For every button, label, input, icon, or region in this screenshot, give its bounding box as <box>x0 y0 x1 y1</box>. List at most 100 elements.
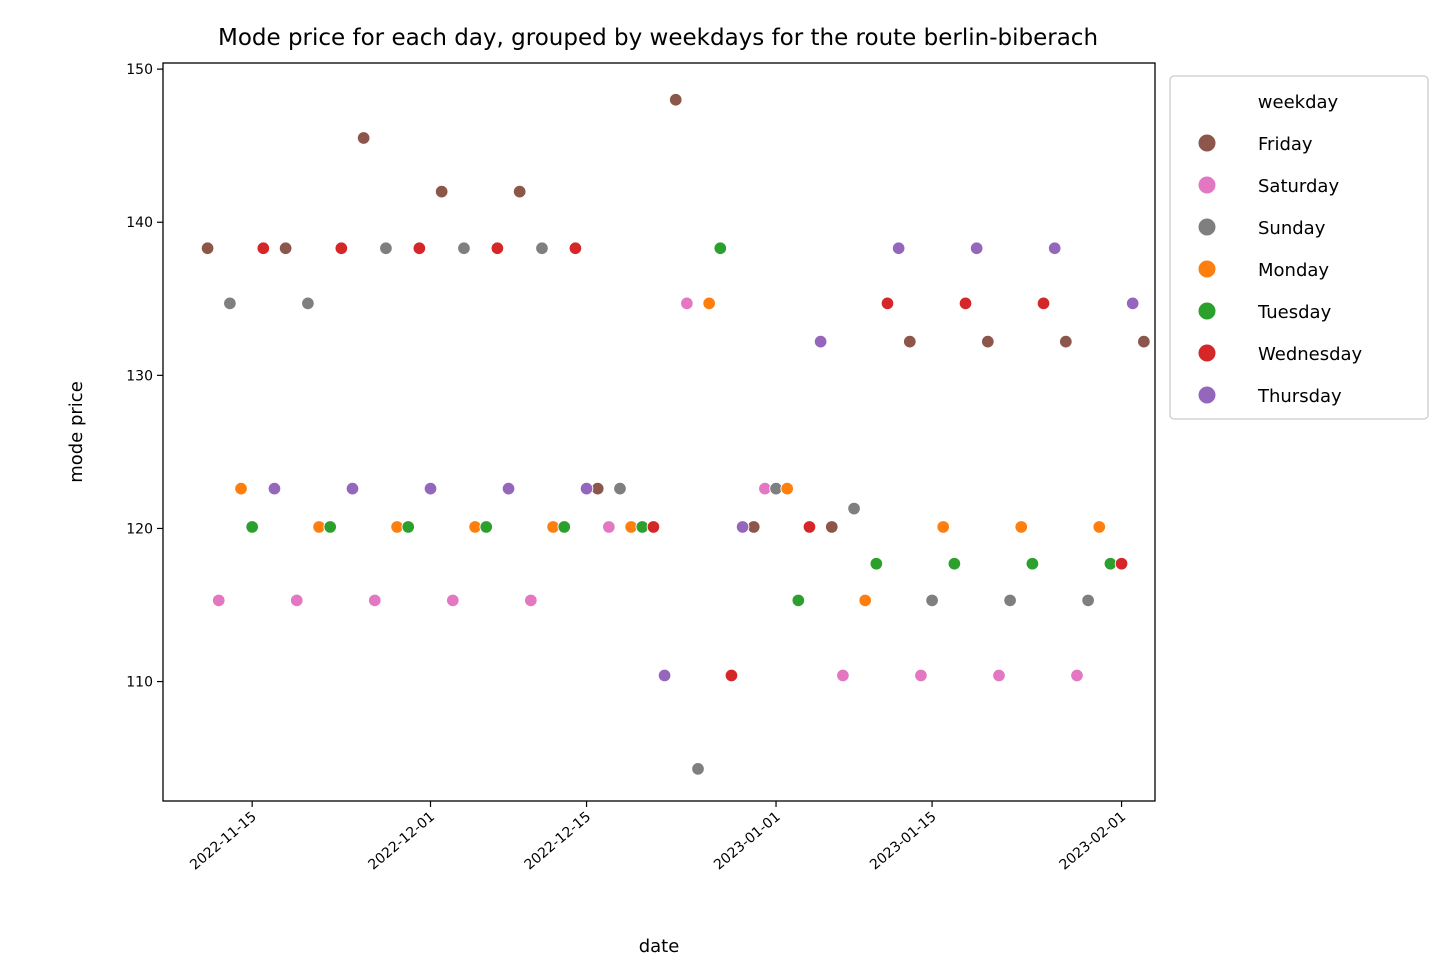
data-point-saturday <box>368 593 382 608</box>
data-point-thursday <box>579 481 594 496</box>
data-point-thursday <box>1047 241 1062 256</box>
data-point-saturday <box>524 593 538 608</box>
data-point-wednesday <box>412 241 427 256</box>
data-point-thursday <box>813 334 828 349</box>
data-point-friday <box>278 241 293 256</box>
data-point-wednesday <box>1036 296 1051 311</box>
legend-marker-sunday <box>1197 217 1217 237</box>
x-tick-label: 2023-01-01 <box>711 809 784 874</box>
data-point-sunday <box>457 241 471 256</box>
legend-title: weekday <box>1258 92 1339 113</box>
legend-marker-friday <box>1197 133 1217 153</box>
data-point-wednesday <box>568 241 583 256</box>
data-point-monday <box>234 481 248 496</box>
legend: weekday Friday Saturday Sunday Monday Tuesda… <box>1169 75 1429 420</box>
data-point-friday <box>200 241 215 256</box>
data-point-wednesday <box>646 520 661 534</box>
data-point-saturday <box>914 668 928 683</box>
data-point-thursday <box>969 241 984 256</box>
legend-label-friday: Friday <box>1258 134 1313 155</box>
data-point-monday <box>780 481 794 496</box>
data-point-thursday <box>501 481 516 496</box>
data-point-tuesday <box>479 520 493 534</box>
data-point-saturday <box>992 668 1006 683</box>
legend-marker-wednesday <box>1197 343 1217 363</box>
data-point-wednesday <box>334 241 349 256</box>
x-tick-label: 2023-02-01 <box>1057 809 1130 874</box>
data-point-sunday <box>1003 593 1017 608</box>
y-tick-label: 150 <box>126 62 153 78</box>
data-point-saturday <box>836 668 850 683</box>
data-point-friday <box>903 334 917 349</box>
data-point-thursday <box>423 481 438 496</box>
plot-frame <box>162 62 1156 802</box>
y-axis-label: mode price <box>66 381 87 483</box>
data-point-tuesday <box>323 520 337 534</box>
data-point-saturday <box>211 593 226 608</box>
data-point-monday <box>936 520 950 534</box>
data-point-tuesday <box>557 520 572 534</box>
legend-box <box>1169 75 1429 420</box>
data-point-monday <box>1092 520 1107 534</box>
legend-marker-saturday <box>1197 175 1217 195</box>
data-point-friday <box>981 334 995 349</box>
data-point-tuesday <box>1025 556 1040 571</box>
y-tick-label: 130 <box>126 368 153 384</box>
data-point-monday <box>1014 520 1029 534</box>
x-tick-label: 2022-12-15 <box>522 809 595 874</box>
data-point-sunday <box>613 481 627 496</box>
data-point-friday <box>434 184 449 199</box>
legend-marker-thursday <box>1197 385 1217 405</box>
data-point-tuesday <box>245 520 259 534</box>
data-point-sunday <box>847 501 861 516</box>
data-point-saturday <box>446 593 460 608</box>
legend-label-wednesday: Wednesday <box>1258 344 1363 365</box>
x-tick-label: 2023-01-15 <box>867 809 940 874</box>
chart-title: Mode price for each day, grouped by week… <box>218 25 1098 51</box>
x-axis: 2022-11-15 2022-12-01 2022-12-15 2023-01-01… <box>187 801 1129 873</box>
data-point-saturday <box>290 593 304 608</box>
data-point-tuesday <box>401 520 415 534</box>
data-point-monday <box>858 593 872 608</box>
x-tick-label: 2022-11-15 <box>187 809 260 874</box>
data-point-tuesday <box>947 556 962 571</box>
data-point-friday <box>1059 334 1073 349</box>
data-point-thursday <box>735 520 750 534</box>
data-point-friday <box>668 92 683 107</box>
data-point-wednesday <box>256 241 271 256</box>
legend-label-tuesday: Tuesday <box>1257 302 1332 323</box>
legend-marker-monday <box>1197 259 1217 279</box>
y-tick-label: 120 <box>126 521 153 537</box>
data-point-saturday <box>602 520 616 534</box>
data-point-wednesday <box>724 668 739 683</box>
legend-label-thursday: Thursday <box>1257 386 1342 407</box>
data-point-thursday <box>657 668 672 683</box>
y-axis: 110 120 130 140 150 <box>126 62 163 691</box>
data-point-thursday <box>267 481 282 496</box>
data-point-thursday <box>1125 296 1140 311</box>
data-point-friday <box>1137 334 1151 349</box>
data-point-tuesday <box>713 241 728 256</box>
data-point-tuesday <box>791 593 806 608</box>
data-point-friday <box>356 131 371 145</box>
data-point-sunday <box>379 241 393 256</box>
y-tick-label: 140 <box>126 215 153 231</box>
legend-label-sunday: Sunday <box>1258 218 1326 239</box>
data-point-friday <box>825 520 839 534</box>
x-axis-label: date <box>639 936 680 957</box>
data-point-tuesday <box>869 556 884 571</box>
data-point-saturday <box>1070 668 1084 683</box>
legend-label-saturday: Saturday <box>1258 176 1339 197</box>
data-point-wednesday <box>1114 556 1129 571</box>
data-point-wednesday <box>490 241 505 256</box>
data-point-thursday <box>345 481 360 496</box>
points-layer <box>200 92 1151 776</box>
data-point-sunday <box>1081 593 1095 608</box>
y-tick-label: 110 <box>126 675 153 691</box>
legend-label-monday: Monday <box>1258 260 1329 281</box>
data-point-monday <box>702 296 716 311</box>
data-point-sunday <box>691 762 705 776</box>
legend-items: Friday Saturday Sunday Monday Tuesday Wednesd… <box>1197 133 1363 407</box>
data-point-friday <box>512 184 527 199</box>
